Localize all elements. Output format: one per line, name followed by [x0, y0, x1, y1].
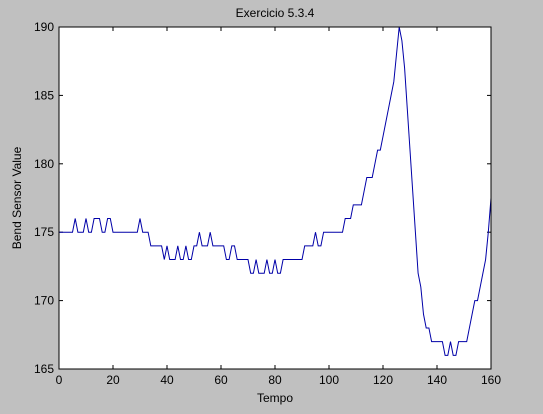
y-tick-label: 185 — [34, 88, 54, 102]
x-tick-label: 80 — [268, 373, 282, 387]
y-axis-label: Bend Sensor Value — [10, 146, 24, 249]
series-line — [59, 26, 492, 356]
x-tick-label: 140 — [427, 373, 447, 387]
x-tick-label: 60 — [214, 373, 228, 387]
x-tick-label: 0 — [56, 373, 63, 387]
x-tick-label: 20 — [106, 373, 120, 387]
plot-border — [58, 26, 492, 370]
plot-area — [59, 27, 491, 369]
chart-title: Exercicio 5.3.4 — [236, 6, 315, 20]
x-tick-label: 160 — [481, 373, 501, 387]
x-axis-label: Tempo — [257, 391, 293, 405]
y-tick-label: 175 — [34, 225, 54, 239]
y-tick-label: 190 — [34, 20, 54, 34]
y-tick-label: 170 — [34, 294, 54, 308]
axis-tick-labels: 0 20 40 60 80 100 120 140 160 165 170 175 180 185 190 — [34, 20, 501, 387]
y-tick-label: 180 — [34, 157, 54, 171]
x-tick-label: 40 — [160, 373, 174, 387]
x-tick-label: 120 — [373, 373, 393, 387]
x-tick-label: 100 — [319, 373, 339, 387]
y-tick-label: 165 — [34, 362, 54, 376]
